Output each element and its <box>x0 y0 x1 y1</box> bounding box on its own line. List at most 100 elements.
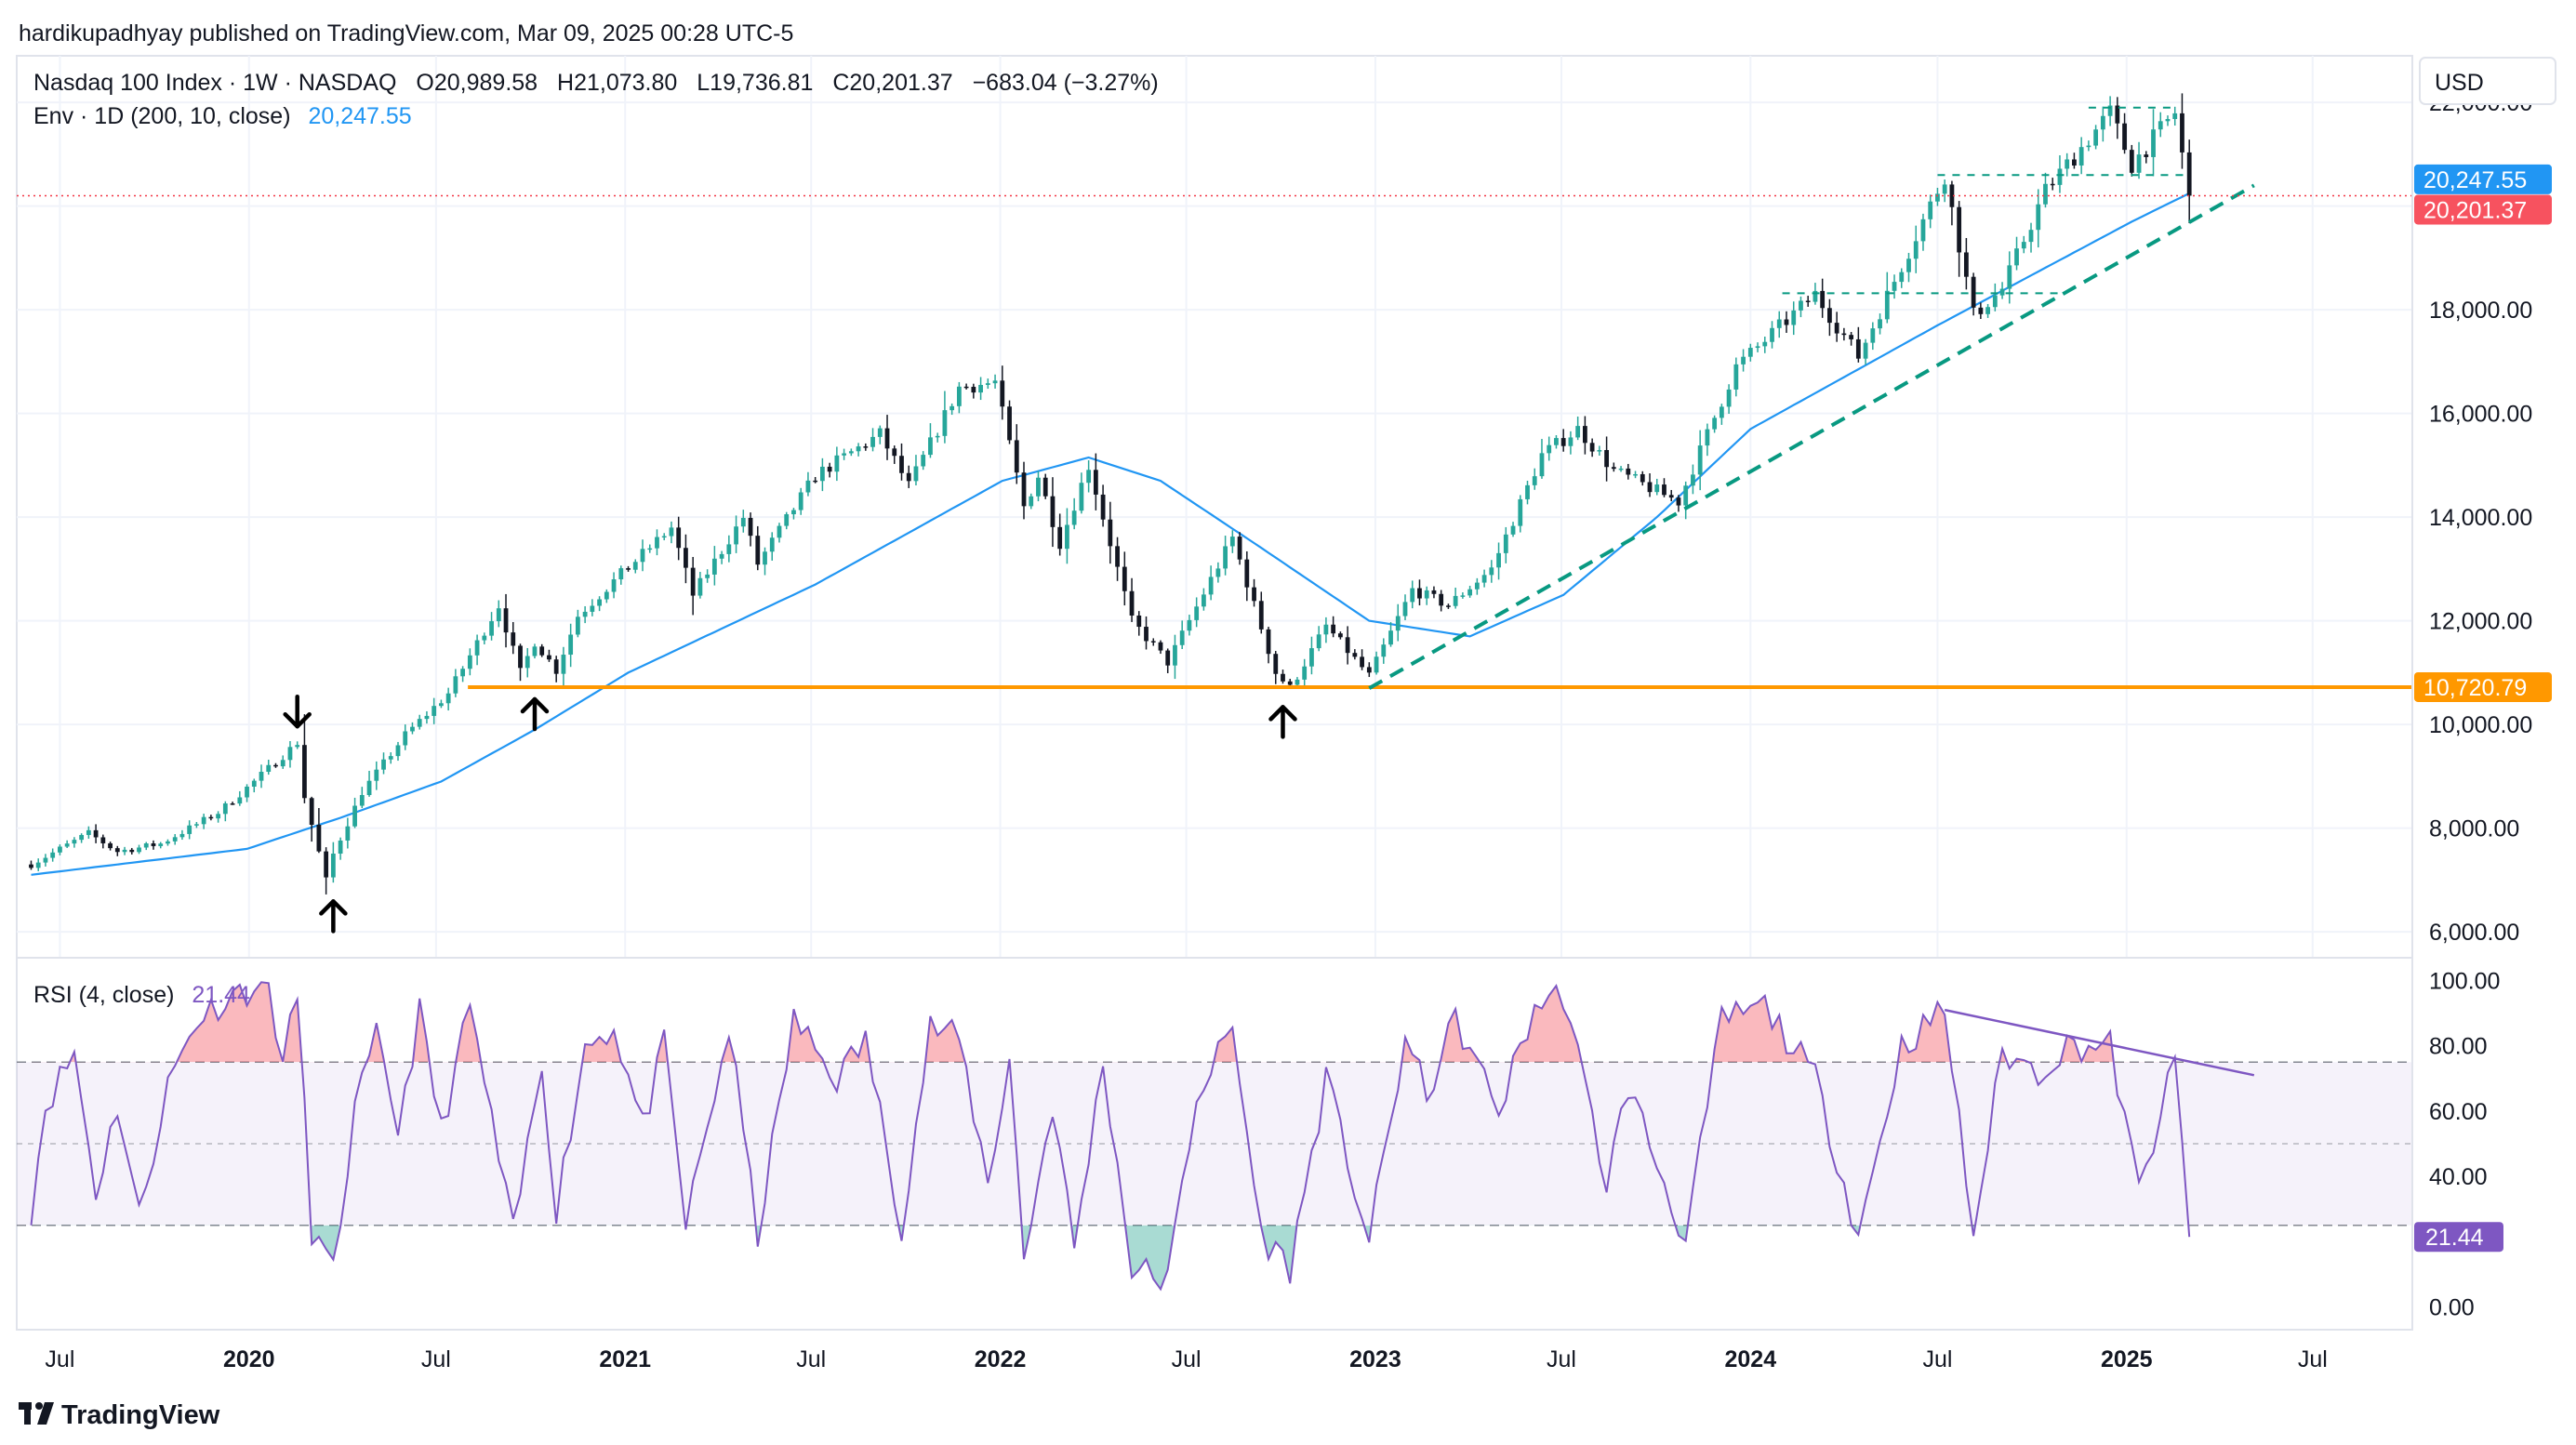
candle <box>511 622 516 655</box>
candle-body <box>524 656 530 669</box>
candle <box>1036 471 1041 502</box>
candle <box>726 535 732 563</box>
candle-body <box>561 655 566 674</box>
envelope-layer <box>31 192 2190 876</box>
candle-body <box>1892 282 1897 291</box>
candle-body <box>1194 606 1200 620</box>
candle <box>906 465 911 488</box>
candle <box>1331 616 1336 638</box>
candle <box>1805 296 1811 307</box>
candle <box>1424 586 1429 605</box>
candle-body <box>575 616 580 635</box>
candle-body <box>143 843 149 848</box>
candle <box>1554 435 1559 449</box>
candle-body <box>769 537 775 552</box>
candle-body <box>1158 642 1163 651</box>
candle-body <box>172 837 178 842</box>
legend-change: −683.04 (−3.27%) <box>973 70 1159 96</box>
candle <box>1539 439 1545 479</box>
main-legend[interactable]: Nasdaq 100 Index · 1W · NASDAQ O20,989.5… <box>33 70 1159 129</box>
candle <box>2093 125 2099 150</box>
candle-body <box>597 599 602 606</box>
rsi-tick-label: 0.00 <box>2429 1294 2475 1320</box>
candle-body <box>187 825 193 834</box>
candle <box>1252 578 1256 607</box>
candle <box>842 448 847 460</box>
candle-body <box>1244 559 1250 588</box>
candle <box>1640 471 1645 486</box>
candle-body <box>632 562 638 570</box>
candle <box>1834 312 1839 342</box>
candle <box>1633 471 1638 479</box>
candle-body <box>1215 568 1221 577</box>
candle <box>1100 484 1106 527</box>
time-tick-label: Jul <box>1547 1346 1576 1372</box>
candle-body <box>697 577 703 596</box>
candle <box>1978 302 1984 319</box>
candle-body <box>1554 438 1559 445</box>
candle <box>763 547 767 576</box>
support-price-tag-label: 10,720.79 <box>2423 675 2527 701</box>
candle <box>166 839 170 846</box>
candle-body <box>1316 634 1321 649</box>
tradingview-logo-icon <box>19 1402 54 1425</box>
price-pane[interactable] <box>16 55 2413 1330</box>
candle <box>1985 303 1990 318</box>
candle <box>374 761 379 790</box>
candle-body <box>237 797 243 804</box>
candle-body <box>985 383 990 385</box>
candle-body <box>1913 241 1919 259</box>
candle <box>676 516 682 561</box>
candle-body <box>935 435 940 438</box>
candle-body <box>1949 184 1955 207</box>
time-axis[interactable]: Jul 2020 Jul 2021 Jul 2022 Jul 2023 Jul 2024 Jul 20… <box>17 1329 2412 1372</box>
candle-body <box>137 847 141 853</box>
candle <box>403 724 408 750</box>
candle-body <box>539 646 545 656</box>
candle <box>489 612 494 641</box>
candle-body <box>417 719 422 727</box>
candle <box>1870 322 1876 351</box>
candle-body <box>1647 482 1653 493</box>
candle <box>201 814 206 829</box>
candle <box>985 378 990 390</box>
tradingview-logo[interactable]: TradingView <box>19 1400 220 1430</box>
candle-body <box>978 384 983 393</box>
candle-body <box>29 864 33 868</box>
rsi-legend-value: 21.44 <box>192 982 250 1008</box>
candle <box>848 448 854 457</box>
candle <box>547 649 551 662</box>
candle-body <box>618 568 624 580</box>
candle <box>935 432 940 443</box>
last-price-tag: 20,201.37 <box>2414 194 2552 225</box>
time-tick-label: 2023 <box>1349 1346 1401 1372</box>
candle-body <box>166 841 170 844</box>
candle <box>740 510 746 533</box>
currency-button[interactable]: USD <box>2419 57 2556 105</box>
rsi-pane[interactable] <box>16 957 2413 1331</box>
candle-body <box>711 558 717 575</box>
candle <box>1042 473 1048 499</box>
candle-body <box>259 772 264 781</box>
rsi-legend[interactable]: RSI (4, close) 21.44 <box>33 982 250 1008</box>
candle-body <box>553 659 559 674</box>
candle-body <box>1626 468 1631 475</box>
candle-body <box>1402 602 1408 616</box>
rsi-band <box>17 1061 2412 1226</box>
candle <box>1144 616 1149 650</box>
candle <box>1999 282 2005 299</box>
candle-body <box>2086 145 2091 148</box>
candle <box>532 643 538 659</box>
candle <box>1237 532 1242 565</box>
candle-body <box>798 492 803 510</box>
candle <box>1626 463 1631 480</box>
rsi-layer <box>30 981 2255 1292</box>
candle <box>899 443 904 481</box>
candle-body <box>1000 380 1005 407</box>
candle-body <box>669 527 674 537</box>
candle <box>1841 327 1847 341</box>
candle <box>143 842 149 851</box>
candle-body <box>1302 666 1308 680</box>
candle <box>172 833 178 845</box>
candle <box>805 471 811 497</box>
